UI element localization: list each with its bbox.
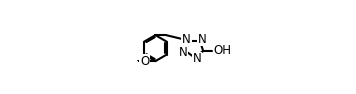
Text: N: N <box>182 33 191 46</box>
Text: N: N <box>198 33 207 46</box>
Text: OH: OH <box>214 44 231 58</box>
Text: N: N <box>179 46 188 59</box>
Text: O: O <box>137 61 138 62</box>
Text: O: O <box>140 55 149 68</box>
Text: N: N <box>193 52 201 66</box>
